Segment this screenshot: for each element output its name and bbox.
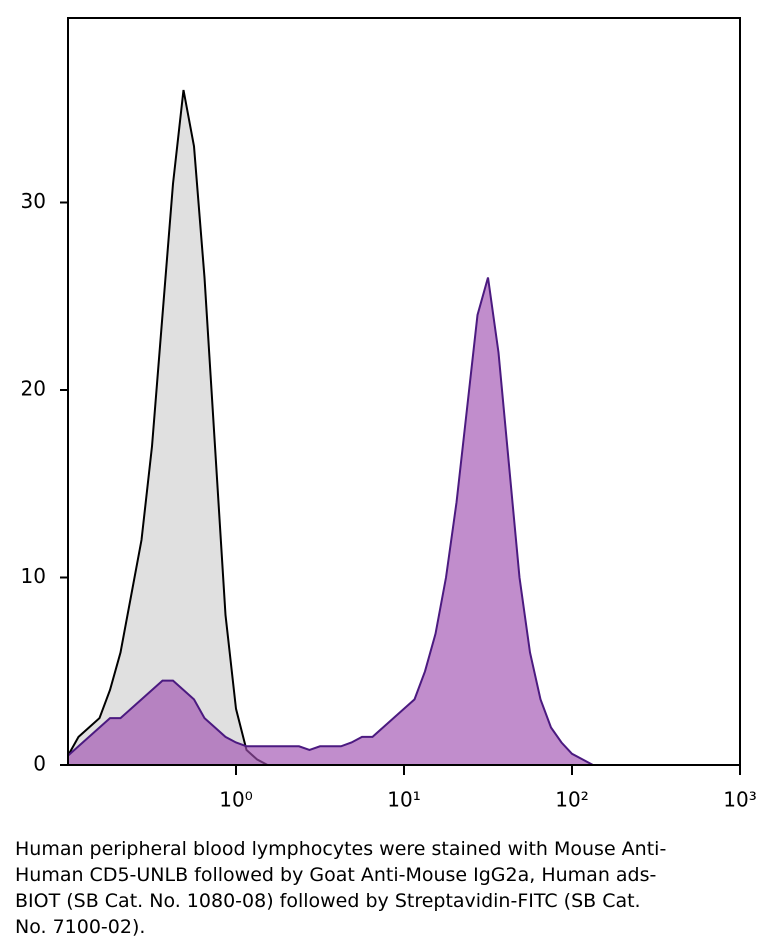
y-tick-label: 0 — [33, 752, 46, 776]
y-tick-label: 30 — [21, 189, 46, 213]
y-tick-label: 20 — [21, 377, 46, 401]
histogram-area — [68, 90, 593, 765]
y-tick-label: 10 — [21, 564, 46, 588]
histogram-area — [68, 277, 593, 765]
x-tick-label: 10² — [555, 788, 588, 812]
x-tick-label: 10⁰ — [219, 788, 252, 812]
caption: Human peripheral blood lymphocytes were … — [15, 838, 667, 938]
x-tick-label: 10¹ — [387, 788, 420, 812]
histogram-outline — [67, 277, 594, 766]
chart: 0 10 20 30 10⁰ 10¹ 10² 10³ — [21, 17, 757, 812]
x-tick-label: 10³ — [723, 788, 756, 812]
